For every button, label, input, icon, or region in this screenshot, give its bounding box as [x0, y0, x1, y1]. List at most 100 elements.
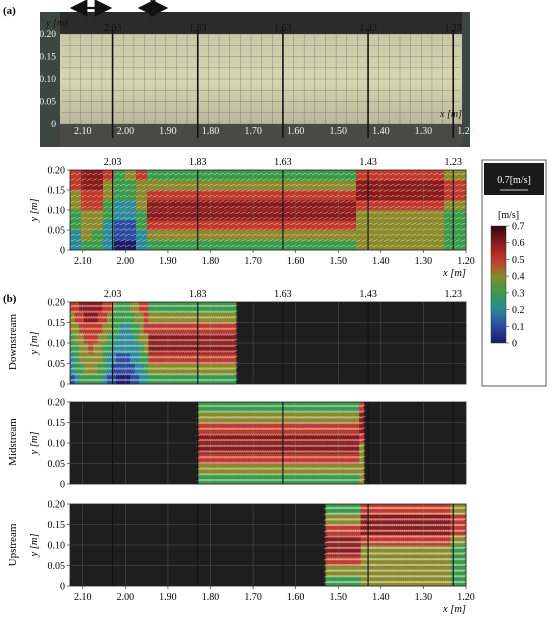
heatmap-cell	[70, 210, 82, 221]
velocity-vector	[163, 344, 169, 348]
heatmap-cell	[191, 220, 203, 231]
velocity-vector	[103, 304, 109, 308]
velocity-vector	[188, 333, 194, 336]
velocity-vector	[179, 338, 185, 342]
heatmap-cell	[208, 353, 214, 364]
velocity-vector	[126, 350, 132, 353]
velocity-vector	[141, 222, 147, 226]
colorbar-tick-label: 0.2	[512, 305, 525, 316]
velocity-vector	[119, 327, 125, 331]
heatmap-cell	[70, 190, 82, 201]
heatmap-cell	[294, 402, 300, 413]
velocity-vector	[214, 473, 220, 476]
velocity-vector	[341, 575, 347, 578]
velocity-vector	[158, 344, 164, 348]
velocity-vector	[260, 478, 267, 482]
velocity-vector	[130, 316, 137, 319]
velocity-vector	[411, 178, 417, 181]
velocity-vector	[186, 333, 192, 336]
velocity-vector	[394, 217, 400, 220]
velocity-vector	[394, 194, 400, 198]
heatmap-cell	[407, 504, 412, 515]
heatmap-cell	[345, 422, 351, 434]
velocity-vector	[325, 450, 331, 453]
velocity-vector	[188, 355, 194, 359]
velocity-vector	[320, 473, 327, 476]
heatmap-cell	[308, 402, 314, 413]
velocity-vector	[105, 304, 111, 308]
velocity-vector	[197, 316, 203, 319]
velocity-vector	[158, 172, 164, 176]
velocity-vector	[169, 211, 175, 215]
velocity-vector	[302, 416, 308, 419]
velocity-vector	[179, 373, 185, 376]
velocity-vector	[364, 512, 371, 515]
velocity-vector	[174, 172, 180, 176]
velocity-vector	[213, 211, 219, 215]
velocity-vector	[362, 518, 369, 521]
heatmap-cell	[199, 353, 205, 364]
velocity-vector	[355, 478, 361, 482]
heatmap-cell	[433, 210, 445, 221]
velocity-vector	[398, 580, 404, 584]
heatmap-cell	[83, 322, 89, 334]
heatmap-cell	[326, 402, 332, 413]
heatmap-cell	[322, 432, 328, 444]
heatmap-cell	[423, 555, 428, 566]
velocity-vector	[123, 350, 130, 353]
velocity-vector	[325, 575, 332, 578]
heatmap-cell	[360, 545, 365, 556]
heatmap-cell	[423, 534, 428, 546]
velocity-vector	[213, 205, 219, 209]
velocity-vector	[82, 367, 88, 370]
velocity-vector	[353, 410, 359, 413]
velocity-vector	[286, 450, 292, 453]
velocity-vector	[325, 546, 332, 550]
velocity-vector	[382, 518, 388, 521]
heatmap-cell	[341, 504, 346, 515]
velocity-vector	[438, 200, 444, 203]
heatmap-cell	[111, 343, 117, 354]
velocity-vector	[163, 327, 169, 331]
velocity-vector	[136, 183, 142, 187]
velocity-vector	[327, 557, 333, 561]
velocity-vector	[251, 183, 257, 187]
velocity-vector	[449, 172, 455, 176]
heatmap-cell	[454, 545, 459, 556]
velocity-vector	[405, 205, 411, 209]
velocity-vector	[211, 373, 217, 376]
heatmap-cell	[134, 302, 140, 313]
velocity-vector	[286, 478, 292, 482]
heatmap-cell	[248, 473, 254, 485]
velocity-vector	[399, 506, 406, 510]
heatmap-cell	[120, 302, 126, 313]
velocity-vector	[386, 518, 392, 521]
heatmap-cell	[411, 240, 423, 251]
velocity-vector	[218, 217, 224, 220]
velocity-vector	[284, 194, 290, 198]
velocity-vector	[151, 350, 157, 353]
velocity-vector	[341, 404, 347, 408]
velocity-vector	[267, 450, 273, 453]
velocity-vector	[174, 316, 180, 319]
velocity-vector	[444, 217, 450, 220]
velocity-vector	[98, 378, 104, 382]
velocity-vector	[320, 478, 327, 482]
velocity-vector	[350, 444, 357, 448]
velocity-vector	[230, 478, 237, 482]
velocity-vector	[304, 416, 310, 419]
velocity-vector	[288, 438, 294, 442]
velocity-vector	[356, 211, 362, 215]
velocity-vector	[388, 506, 394, 510]
heatmap-cell	[194, 322, 200, 334]
heatmap-cell	[125, 230, 137, 241]
velocity-vector	[400, 172, 406, 176]
velocity-vector	[383, 172, 389, 176]
velocity-vector	[152, 233, 158, 237]
heatmap-cell	[326, 453, 332, 464]
velocity-vector	[345, 535, 351, 538]
velocity-vector	[384, 529, 390, 533]
velocity-vector	[355, 506, 361, 510]
heatmap-cell	[317, 422, 323, 434]
velocity-vector	[333, 535, 339, 538]
